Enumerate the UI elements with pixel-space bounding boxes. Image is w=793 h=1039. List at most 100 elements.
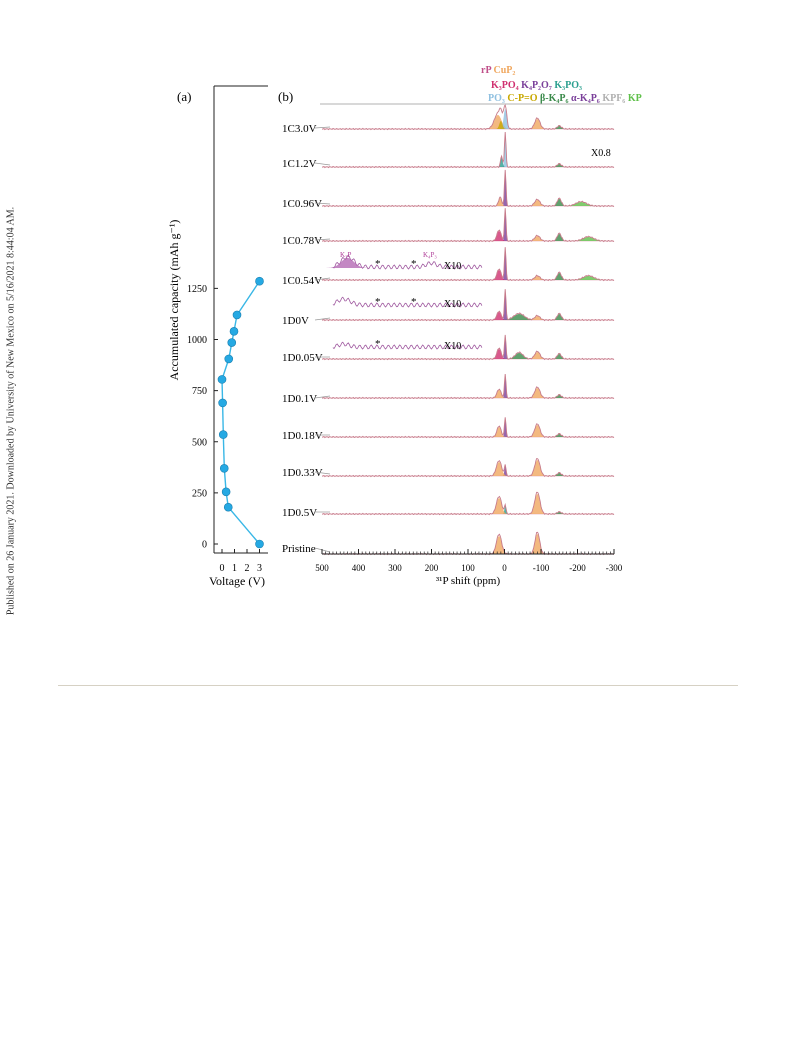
spectrum-label: 1C0.54V bbox=[282, 275, 322, 287]
spectrum-envelope bbox=[321, 334, 615, 361]
capacity-point bbox=[255, 276, 264, 286]
peak-CuP bbox=[526, 460, 549, 476]
panel-a-y-tick-label: 1000 bbox=[187, 335, 207, 346]
inset-star: * bbox=[411, 296, 417, 308]
peak-CuP bbox=[490, 390, 508, 398]
peak-CuP bbox=[527, 534, 548, 554]
spectrum-envelope bbox=[321, 208, 615, 243]
spectrum-envelope bbox=[321, 373, 615, 400]
inset-trace bbox=[332, 341, 483, 350]
peak-K3PO4 bbox=[490, 349, 508, 359]
peak-beta bbox=[550, 314, 568, 320]
peak-K4P2O7 bbox=[501, 376, 509, 398]
legend-row: K₃PO₄ K₄P₂O₇ K₃PO₃ bbox=[491, 80, 582, 91]
peak-K3PO3 bbox=[501, 506, 509, 514]
spectrum-1C1.2V: 1C1.2V bbox=[282, 131, 615, 170]
peak-CuP bbox=[490, 427, 508, 437]
peak-beta bbox=[550, 126, 568, 129]
peak-PO3 bbox=[501, 135, 509, 167]
spectrum-label: 1C0.78V bbox=[282, 235, 322, 247]
peak-beta bbox=[550, 164, 568, 167]
peak-CuP bbox=[526, 425, 549, 437]
peak-PO3 bbox=[498, 109, 512, 129]
peak-K3PO3 bbox=[497, 157, 506, 167]
peak-CuP bbox=[482, 115, 514, 129]
inset-label-k4p3: K₄P₃ bbox=[423, 251, 437, 259]
legend-item: K₃PO₄ bbox=[491, 80, 519, 91]
peak-beta bbox=[550, 512, 568, 514]
spectrum-1C0.78V: 1C0.78V bbox=[282, 208, 615, 247]
legend-item: rP bbox=[481, 65, 491, 76]
panel-b-x-tick-label: -300 bbox=[606, 563, 623, 573]
peak-beta bbox=[497, 314, 541, 320]
panel-b-x-label: ³¹P shift (ppm) bbox=[436, 575, 501, 587]
legend-item: K₄P₂O₇ bbox=[519, 80, 552, 91]
inset-star: * bbox=[411, 258, 417, 270]
peak-CuP bbox=[493, 198, 507, 206]
panel-b-x-tick-label: -200 bbox=[569, 563, 586, 573]
spectrum-envelope bbox=[321, 289, 615, 322]
peak-K3PO4 bbox=[490, 270, 508, 280]
spectrum-1D0.05V: 1D0.05V bbox=[282, 334, 615, 364]
peak-CuP bbox=[488, 498, 510, 514]
spectrum-envelope bbox=[321, 169, 615, 208]
inset-star: * bbox=[375, 296, 381, 308]
capacity-point bbox=[217, 375, 227, 384]
panel-b-x-tick-label: 500 bbox=[315, 563, 329, 573]
spectrum-1D0V: 1D0V bbox=[282, 289, 615, 327]
legend-item: PO₃ bbox=[488, 93, 505, 104]
panel-b-x-tick-label: 200 bbox=[425, 563, 439, 573]
spectrum-1D0.18V: 1D0.18V bbox=[282, 417, 615, 442]
capacity-point bbox=[229, 327, 239, 336]
legend-row: rP CuP₂ bbox=[481, 65, 515, 76]
legend-item: α-K₄P₆ bbox=[569, 93, 600, 104]
peak-K3PO4 bbox=[490, 312, 508, 320]
inset-trace bbox=[332, 296, 483, 308]
spectrum-label: 1D0.18V bbox=[282, 430, 323, 442]
peak-K4P2O7 bbox=[501, 419, 509, 437]
spectrum-envelope bbox=[321, 491, 615, 516]
peak-beta bbox=[550, 395, 568, 398]
peak-beta bbox=[550, 354, 568, 359]
spectrum-envelope bbox=[321, 417, 615, 439]
capacity-point bbox=[224, 354, 234, 364]
spectrum-leader bbox=[314, 277, 331, 281]
peak-KP bbox=[566, 276, 611, 280]
peak-K4P2O7 bbox=[501, 292, 509, 320]
spectrum-label: 1C0.96V bbox=[282, 198, 322, 210]
spectrum-label: 1D0.5V bbox=[282, 507, 317, 519]
capacity-point bbox=[221, 487, 231, 497]
inset-peak-k3p bbox=[320, 258, 375, 268]
peak-CuP bbox=[526, 352, 549, 359]
spectrum-Pristine: Pristine bbox=[282, 531, 615, 556]
panel-a-x-label: Voltage (V) bbox=[209, 574, 265, 588]
panel-b-x-tick-label: -100 bbox=[533, 563, 550, 573]
panel-b: (b) 1C3.0V 1C1.2V 1C0.96V 1C0.78V 1C0.54V 1D0V… bbox=[278, 89, 623, 587]
capacity-point bbox=[219, 464, 229, 473]
peak-K4P2O7 bbox=[501, 173, 509, 206]
panel-b-x-tick-label: 300 bbox=[388, 563, 402, 573]
spectrum-envelope bbox=[321, 458, 615, 478]
capacity-point bbox=[223, 502, 233, 512]
legend-item: KP bbox=[625, 93, 641, 104]
capacity-point bbox=[218, 398, 227, 408]
legend-row: PO₃ C-P=O β-K₄P₆ α-K₄P₆ KPF₆ KP bbox=[488, 93, 642, 104]
capacity-point bbox=[218, 430, 228, 439]
spectrum-leader bbox=[314, 395, 331, 399]
peak-CuP bbox=[488, 536, 510, 554]
legend-item: K₃PO₃ bbox=[552, 80, 582, 91]
inset-x10: X10 * bbox=[332, 338, 483, 352]
inset-star: * bbox=[375, 258, 381, 270]
peak-CuP bbox=[488, 462, 510, 476]
panel-b-label: (b) bbox=[278, 89, 293, 104]
spectrum-leader bbox=[314, 126, 331, 129]
inset-label-k3p: K₃P bbox=[340, 251, 351, 259]
capacity-point bbox=[232, 310, 242, 320]
panel-b-x-tick-label: 0 bbox=[502, 563, 507, 573]
spectrum-1C0.54V: 1C0.54V bbox=[282, 247, 615, 287]
panel-b-x-tick-label: 400 bbox=[352, 563, 366, 573]
inset-scale: X10 bbox=[444, 261, 461, 272]
peak-beta bbox=[550, 199, 568, 206]
